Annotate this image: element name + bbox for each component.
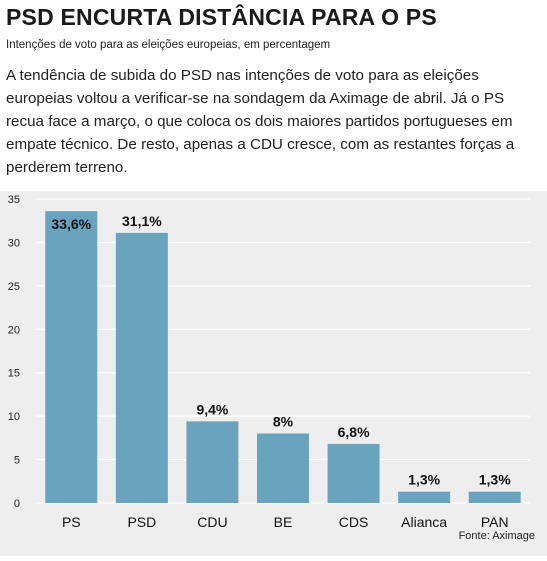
x-category-label: PSD <box>127 514 156 530</box>
y-tick-label: 5 <box>14 455 20 467</box>
x-category-label: Alianca <box>401 514 447 530</box>
y-tick-label: 30 <box>8 237 20 249</box>
data-label: 1,3% <box>408 472 440 488</box>
x-category-label: CDS <box>339 514 369 530</box>
x-category-label: PS <box>62 514 81 530</box>
data-label: 1,3% <box>479 472 511 488</box>
bar-cds <box>327 443 380 503</box>
source-note: Fonte: Aximage <box>458 530 535 542</box>
bar-pan <box>468 491 521 503</box>
x-category-label: PAN <box>481 514 509 530</box>
bar-psd <box>115 232 168 504</box>
bar-cdu <box>186 421 239 503</box>
y-tick-label: 20 <box>8 324 20 336</box>
bar-be <box>257 433 309 503</box>
data-label: 31,1% <box>122 213 162 229</box>
intro-paragraph: A tendência de subida do PSD nas intençõ… <box>6 67 515 176</box>
data-label: 8% <box>273 414 294 430</box>
x-category-label: BE <box>274 514 293 530</box>
data-label: 6,8% <box>338 424 370 440</box>
chart-subtitle: Intenções de voto para as eleições europ… <box>6 39 331 51</box>
bar-alianca <box>398 491 451 503</box>
chart-title: PSD ENCURTA DISTÂNCIA PARA O PS <box>6 4 437 30</box>
bar-ps <box>45 211 98 503</box>
data-label: 9,4% <box>196 401 228 417</box>
data-label: 33,6% <box>51 216 91 232</box>
x-category-label: CDU <box>197 514 227 530</box>
bar-chart: 0 5 10 15 20 25 30 35 33,6% PS 31,1% PSD 9,4% CDU 8% BE… <box>8 194 530 530</box>
y-tick-label: 10 <box>8 411 20 423</box>
y-tick-label: 0 <box>14 498 20 510</box>
y-tick-label: 15 <box>8 368 20 380</box>
chart-area: 0 5 10 15 20 25 30 35 33,6% PS 31,1% PSD 9,4% CDU 8% BE… <box>0 191 547 556</box>
y-tick-label: 35 <box>8 194 20 206</box>
y-tick-label: 25 <box>8 281 20 293</box>
